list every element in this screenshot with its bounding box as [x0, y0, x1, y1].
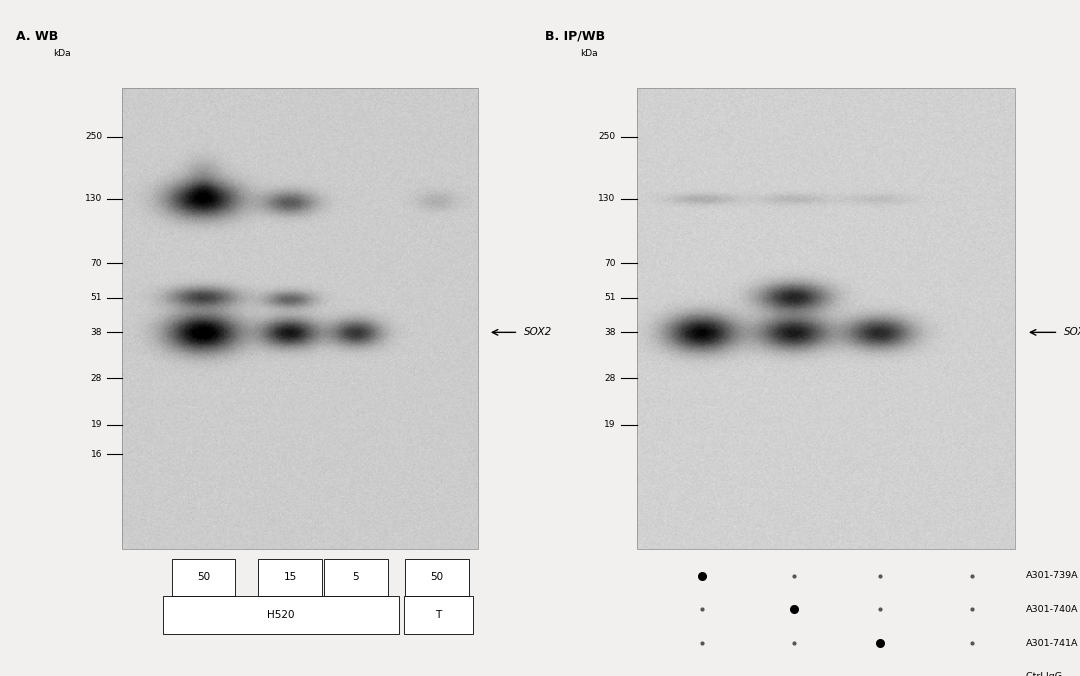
FancyBboxPatch shape	[405, 558, 469, 596]
Text: A301-739A: A301-739A	[1026, 571, 1079, 580]
Text: 19: 19	[91, 420, 103, 429]
Text: A. WB: A. WB	[16, 30, 58, 43]
Text: B. IP/WB: B. IP/WB	[545, 30, 606, 43]
Text: 51: 51	[604, 293, 616, 302]
FancyBboxPatch shape	[172, 558, 235, 596]
Bar	[122, 88, 477, 549]
FancyBboxPatch shape	[258, 558, 322, 596]
Text: 50: 50	[431, 573, 444, 583]
Text: T: T	[435, 610, 442, 620]
Text: 130: 130	[598, 194, 616, 203]
Text: SOX2: SOX2	[1064, 327, 1080, 337]
Text: 51: 51	[91, 293, 103, 302]
Text: Ctrl IgG: Ctrl IgG	[1026, 672, 1062, 676]
FancyBboxPatch shape	[404, 596, 473, 634]
Text: 130: 130	[85, 194, 103, 203]
Text: 15: 15	[283, 573, 297, 583]
Text: 19: 19	[604, 420, 616, 429]
Text: 250: 250	[598, 132, 616, 141]
Text: 28: 28	[604, 374, 616, 383]
Text: 16: 16	[91, 450, 103, 459]
Text: 70: 70	[604, 259, 616, 268]
Text: 70: 70	[91, 259, 103, 268]
Text: 50: 50	[198, 573, 211, 583]
FancyBboxPatch shape	[163, 596, 400, 634]
Text: kDa: kDa	[580, 49, 597, 58]
Text: 38: 38	[604, 328, 616, 337]
Text: 38: 38	[91, 328, 103, 337]
FancyBboxPatch shape	[324, 558, 388, 596]
Text: H520: H520	[268, 610, 295, 620]
Text: 250: 250	[85, 132, 103, 141]
Text: A301-741A: A301-741A	[1026, 639, 1079, 648]
Text: SOX2: SOX2	[524, 327, 552, 337]
Text: 28: 28	[91, 374, 103, 383]
Text: A301-740A: A301-740A	[1026, 605, 1079, 614]
Text: 5: 5	[353, 573, 360, 583]
Bar	[637, 88, 1015, 549]
Text: kDa: kDa	[53, 49, 70, 58]
